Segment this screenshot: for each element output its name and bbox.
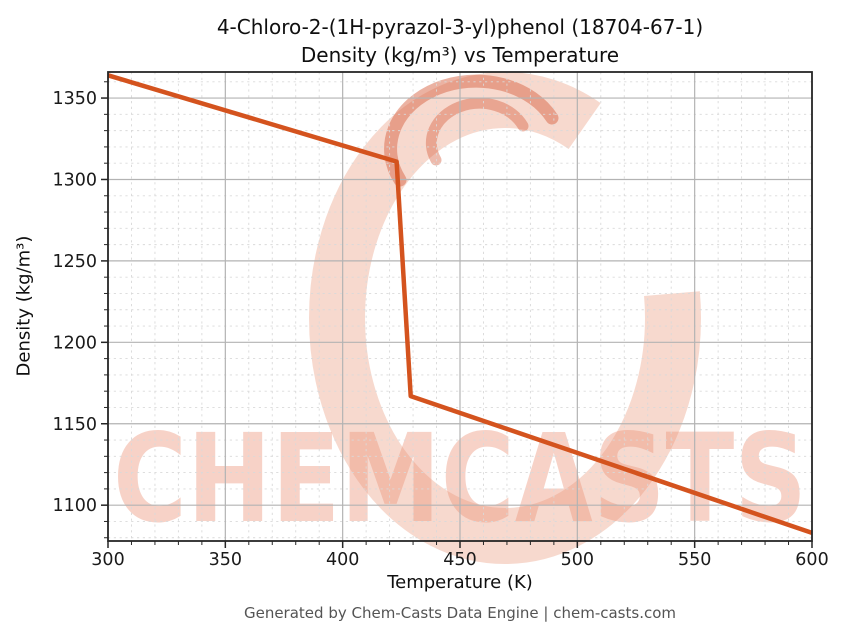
x-tick-label: 500: [561, 550, 594, 570]
y-tick-label: 1250: [52, 252, 97, 272]
y-tick-label: 1350: [52, 89, 97, 109]
y-tick-label: 1200: [52, 333, 97, 353]
y-tick-label: 1150: [52, 415, 97, 435]
x-tick-label: 400: [326, 550, 359, 570]
chart-title-line1: 4-Chloro-2-(1H-pyrazol-3-yl)phenol (1870…: [216, 15, 704, 39]
chart-title-line2: Density (kg/m³) vs Temperature: [300, 43, 620, 67]
density-curve: [107, 73, 813, 536]
watermark-ring-logo: [309, 72, 701, 564]
watermark-swirl-inner-logo: [425, 97, 529, 166]
x-tick-label: 300: [91, 550, 124, 570]
x-tick-label: 550: [678, 550, 711, 570]
watermark-swirl-logo: [384, 74, 559, 187]
y-axis-label: Density (kg/m³): [13, 235, 35, 377]
y-tick-label: 1300: [52, 170, 97, 190]
footer-attribution: Generated by Chem-Casts Data Engine | ch…: [243, 604, 677, 622]
chart-title: 4-Chloro-2-(1H-pyrazol-3-yl)phenol (1870…: [108, 13, 812, 69]
x-axis-label: Temperature (K): [387, 572, 533, 593]
x-tick-label: 600: [795, 550, 828, 570]
x-tick-label: 350: [209, 550, 242, 570]
y-tick-label: 1100: [52, 496, 97, 516]
x-tick-label: 450: [443, 550, 476, 570]
